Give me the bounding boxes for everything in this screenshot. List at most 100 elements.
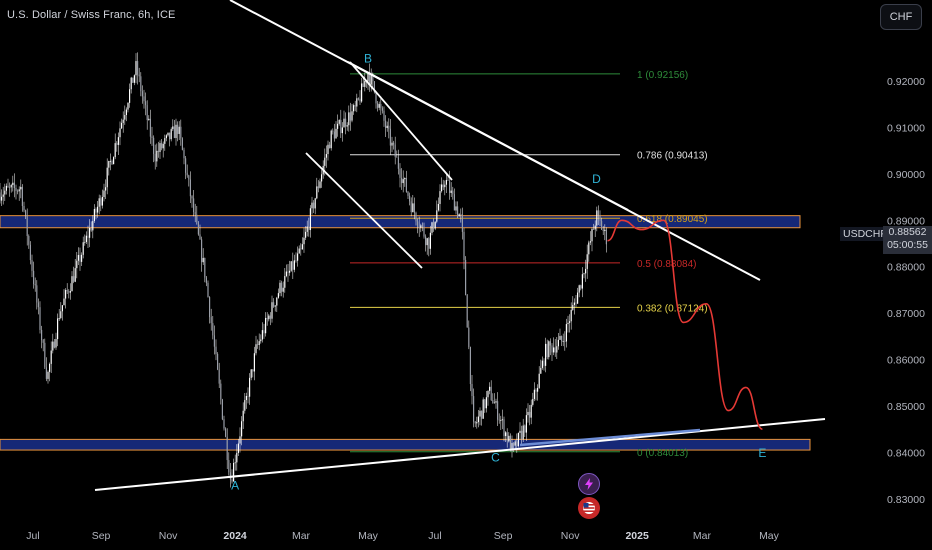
candle xyxy=(426,237,428,255)
candle xyxy=(589,231,591,246)
candle xyxy=(31,254,33,278)
candle xyxy=(588,240,590,262)
candle xyxy=(266,312,268,326)
trendline-3 xyxy=(305,152,423,269)
candle xyxy=(130,76,132,94)
candle xyxy=(92,215,94,239)
candle xyxy=(247,387,249,404)
candle xyxy=(404,177,406,187)
candle xyxy=(561,335,563,346)
candle xyxy=(425,234,427,252)
lightning-icon[interactable] xyxy=(578,473,600,495)
candle xyxy=(303,227,305,253)
candle xyxy=(509,433,511,452)
wave-label-B: B xyxy=(364,51,372,65)
candle xyxy=(533,382,535,402)
candle xyxy=(87,225,89,248)
candle xyxy=(49,362,51,382)
candle xyxy=(298,245,300,254)
candle xyxy=(185,155,187,180)
candle xyxy=(578,284,580,298)
candle xyxy=(519,422,521,440)
candle xyxy=(213,325,215,355)
candle xyxy=(140,72,142,97)
currency-button[interactable]: CHF xyxy=(880,4,922,30)
fib-label-4: 0.382 (0.87124) xyxy=(637,303,708,314)
candle xyxy=(220,379,222,405)
candle xyxy=(301,237,303,250)
candle xyxy=(605,227,607,253)
candle xyxy=(570,302,572,330)
candle xyxy=(212,316,214,340)
candle xyxy=(183,147,185,165)
candle xyxy=(594,220,596,237)
candle xyxy=(465,256,467,296)
candle xyxy=(591,227,593,252)
candle xyxy=(45,357,47,382)
candle xyxy=(44,338,46,369)
candle xyxy=(76,251,78,279)
zone-support xyxy=(0,438,811,451)
candle xyxy=(405,170,407,193)
candle xyxy=(412,195,414,213)
candle xyxy=(47,370,49,384)
wave-label-A: A xyxy=(231,479,239,493)
candle xyxy=(20,179,22,199)
candle xyxy=(537,384,539,401)
candle xyxy=(138,67,140,83)
candle xyxy=(129,83,131,108)
candle xyxy=(562,333,564,347)
candle xyxy=(255,335,257,356)
candle xyxy=(143,89,145,109)
candle xyxy=(186,164,188,178)
candle xyxy=(604,224,606,241)
candle xyxy=(581,267,583,298)
candle xyxy=(487,390,489,406)
candle xyxy=(329,141,331,149)
candle xyxy=(527,403,529,423)
candle xyxy=(175,118,177,146)
candle xyxy=(74,259,76,283)
candle xyxy=(180,119,182,146)
candle xyxy=(178,121,180,140)
candle xyxy=(337,114,339,137)
candle xyxy=(311,196,313,215)
candle xyxy=(332,128,334,135)
candle xyxy=(285,264,287,278)
candle xyxy=(489,382,491,395)
bar-countdown: 05:00:55 xyxy=(887,239,928,251)
candle xyxy=(234,454,236,471)
candle xyxy=(538,366,540,389)
x-tick-label: Sep xyxy=(494,530,513,542)
candle xyxy=(260,334,262,344)
candle xyxy=(473,388,475,428)
candle xyxy=(15,184,17,200)
candle xyxy=(114,133,116,160)
candle xyxy=(58,309,60,321)
candle xyxy=(314,197,316,215)
candle xyxy=(53,339,55,349)
candle xyxy=(33,261,35,289)
candle xyxy=(204,257,206,283)
candle xyxy=(469,346,471,392)
y-tick-label: 0.89000 xyxy=(887,215,925,227)
wave-label-D: D xyxy=(592,172,601,186)
candle xyxy=(181,137,183,151)
y-tick-label: 0.85000 xyxy=(887,401,925,413)
candle xyxy=(253,346,255,381)
candle xyxy=(353,103,355,115)
candle xyxy=(386,121,388,132)
y-tick-label: 0.88000 xyxy=(887,262,925,274)
candle xyxy=(501,409,503,430)
candle xyxy=(377,101,379,112)
candle xyxy=(84,234,86,246)
candle xyxy=(452,186,454,200)
economic-event-icon[interactable] xyxy=(578,497,600,519)
candle xyxy=(541,356,543,370)
candle xyxy=(281,280,283,297)
candle xyxy=(461,207,463,240)
candle xyxy=(431,221,433,236)
candle xyxy=(13,173,15,198)
